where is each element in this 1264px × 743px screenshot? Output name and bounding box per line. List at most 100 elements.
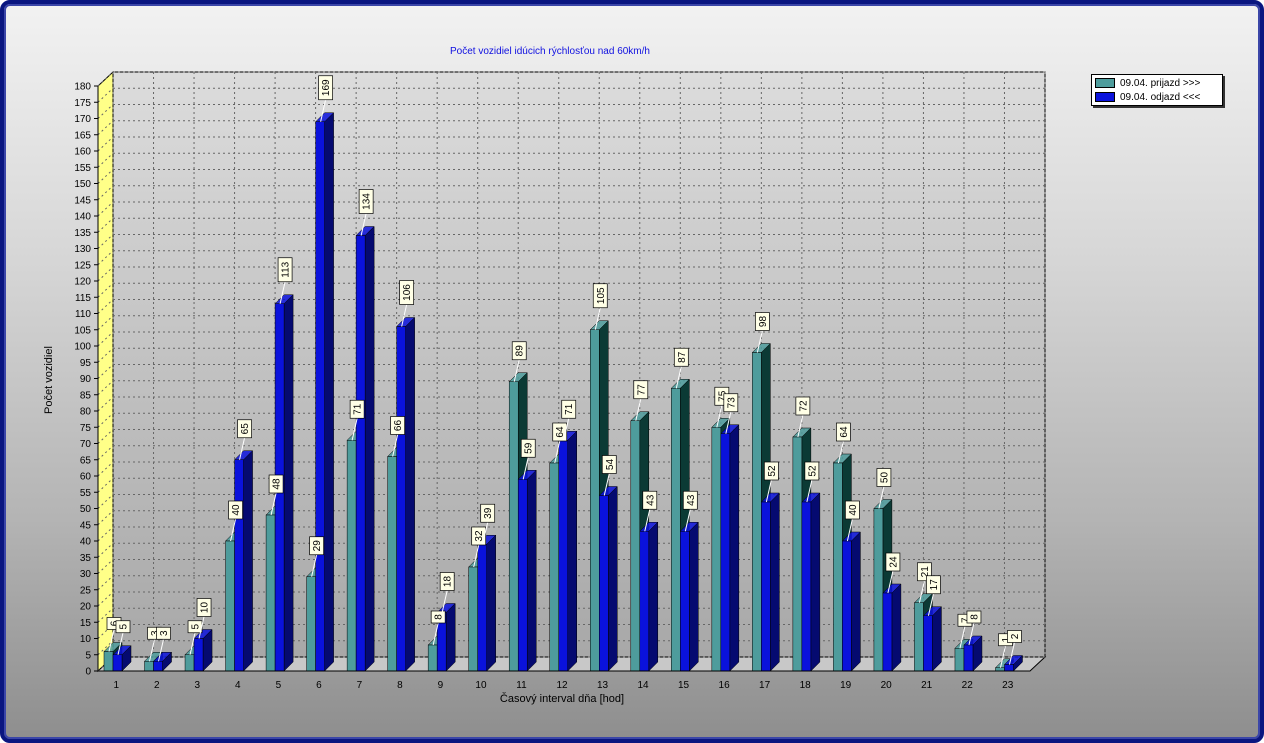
data-label-leader [563,418,570,441]
bar-front [1004,664,1014,672]
bar-side [689,521,699,672]
grid-line-side [97,624,114,639]
data-label-box [845,500,860,520]
data-label: 77 [636,384,647,396]
bar-front [671,388,681,672]
bar-value-label: 52 [763,461,779,503]
bar-side [486,534,496,672]
bar-value-label: 43 [642,490,658,532]
grid-line-side [97,445,114,461]
grid-line-side [97,282,114,298]
bar [720,424,740,672]
bar-front [549,462,559,672]
data-label-leader [1008,642,1015,665]
data-label: 52 [807,465,818,477]
bar [801,492,821,672]
data-label-box [885,552,901,572]
x-tick-label: 1 [113,680,119,691]
grid-line-side [97,185,114,201]
data-label: 71 [353,403,364,415]
data-label: 6 [110,620,121,626]
data-label-box [601,455,617,474]
data-label-box [349,399,365,419]
data-label-leader [756,330,763,353]
y-tick-label: 110 [75,309,91,320]
y-tick-label: 175 [74,98,91,109]
data-label: 134 [362,193,373,210]
y-tick-label: 5 [85,650,91,661]
bar-value-label: 24 [885,552,901,594]
bar-value-label: 29 [309,536,324,577]
data-label-box [471,526,487,546]
bar-front [792,436,803,672]
data-label-box [399,280,415,305]
grid-line-side [97,266,114,282]
x-tick-label: 14 [637,680,649,691]
bar-value-label: 5 [115,620,131,655]
data-label: 65 [240,423,251,435]
data-label-box [196,598,212,617]
data-label: 59 [524,442,535,454]
data-label-leader [270,492,277,516]
data-label-box [552,422,568,442]
bar-value-label: 39 [480,503,496,545]
bar [558,430,578,672]
data-label-leader [927,593,934,616]
data-label-box [592,283,608,309]
x-tick-label: 9 [438,680,444,691]
grid-line-side [97,526,114,542]
data-label: 8 [434,614,445,620]
grid-line-side [97,201,114,217]
data-label: 1 [1001,637,1012,643]
y-tick-label: 160 [74,147,91,158]
bar-front [468,566,478,672]
x-tick-label: 19 [840,680,852,691]
data-label-leader [765,479,772,503]
bar-side [243,450,253,672]
data-label-leader [230,518,237,542]
data-label-box [520,438,536,458]
data-label: 43 [686,494,697,506]
data-label-leader [473,544,480,568]
data-label: 2 [1010,633,1021,639]
grid-line-side [97,412,114,428]
x-tick-label: 4 [235,680,241,691]
bar-front [508,381,519,672]
bar-value-label: 169 [318,75,333,122]
legend-swatch-odjazd [1095,92,1115,102]
grid-line-side [97,510,114,526]
grid-line-side [97,152,114,168]
y-tick-label: 70 [80,439,92,450]
bar-front [761,501,771,672]
bar-value-label: 64 [836,422,851,464]
bar-front [103,651,114,672]
bar [436,602,456,672]
bar [233,450,254,672]
y-tick-label: 105 [74,325,91,336]
chart-title: Počet vozidiel idúcich rýchlosťou nad 60… [450,46,650,57]
bar-front [882,592,893,672]
data-label: 64 [839,426,850,438]
x-tick-label: 20 [881,680,893,691]
bar-front [112,654,123,672]
bar-value-label: 17 [926,575,941,616]
data-label-leader [279,281,286,304]
y-axis-title: Počet vozidiel [43,346,55,414]
bar-side [445,602,456,672]
data-label: 8 [969,614,980,620]
y-tick-label: 15 [80,618,92,629]
data-label-leader [108,629,115,652]
data-label-leader [959,626,966,649]
y-tick-label: 90 [80,374,92,385]
y-tick-label: 150 [74,179,91,190]
y-tick-label: 10 [80,634,92,645]
bar-value-label: 43 [682,490,698,532]
bar-value-label: 71 [349,399,365,441]
grid-line-side [97,607,114,623]
bar-value-label: 5 [187,620,203,655]
y-tick-label: 20 [80,602,92,613]
bar-front [599,495,609,672]
bar [841,531,861,672]
bar-front [914,602,924,672]
